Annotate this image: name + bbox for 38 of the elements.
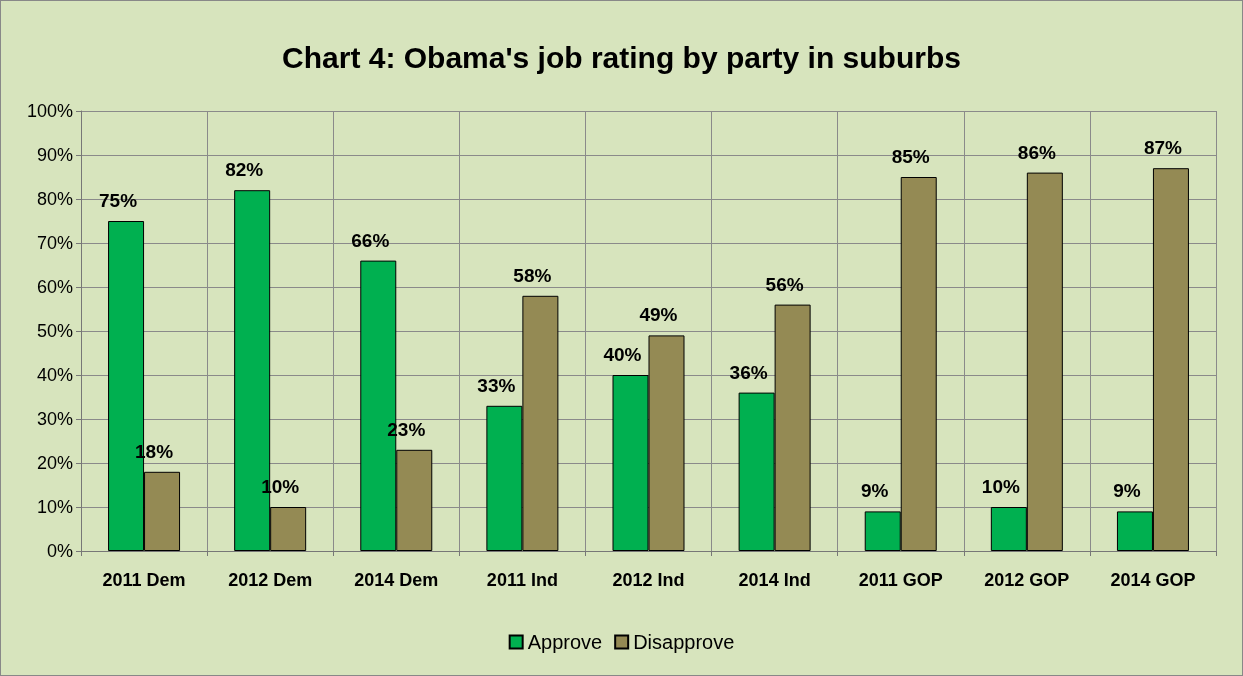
data-label: 10% [981,476,1020,497]
y-tick-label: 70% [36,233,73,253]
data-label: 40% [603,344,642,365]
data-label: 56% [765,273,804,295]
data-label: 87% [1143,137,1183,159]
x-tick-label: 2012 Dem [228,570,313,590]
y-tick-label: 90% [36,145,73,165]
data-label: 66% [351,229,390,251]
x-tick-label: 2014 Dem [354,570,439,590]
x-tick-label: 2011 Ind [486,570,558,590]
data-label: 9% [860,480,889,502]
x-tick-label: 2014 GOP [1110,570,1196,590]
data-label: 58% [513,264,552,286]
y-tick-label: 50% [36,321,73,341]
data-label: 9% [1113,480,1141,502]
x-tick-label: 2011 GOP [858,570,943,590]
x-tick-label: 2011 Dem [102,570,186,590]
data-label: 82% [225,159,264,181]
y-tick-label: 80% [36,189,73,209]
legend-label: Approve [527,631,603,653]
chart-title: Chart 4: Obama's job rating by party in suburbs [282,40,961,74]
y-tick-label: 60% [36,277,73,297]
data-label: 36% [729,361,768,383]
x-tick-label: 2012 Ind [612,570,685,590]
legend-label: Disapprove [633,631,735,653]
y-tick-label: 40% [36,365,73,385]
y-tick-label: 100% [26,101,73,121]
y-tick-label: 30% [36,409,73,429]
data-label: 85% [891,146,930,167]
y-tick-label: 20% [36,453,73,473]
x-tick-label: 2014 Ind [738,570,811,590]
data-label: 33% [477,374,516,396]
y-tick-label: 10% [36,497,73,517]
y-tick-label: 0% [46,541,73,561]
x-tick-label: 2012 GOP [984,570,1070,590]
data-label: 75% [99,190,138,211]
data-label: 49% [639,304,678,326]
data-label: 86% [1017,141,1056,163]
